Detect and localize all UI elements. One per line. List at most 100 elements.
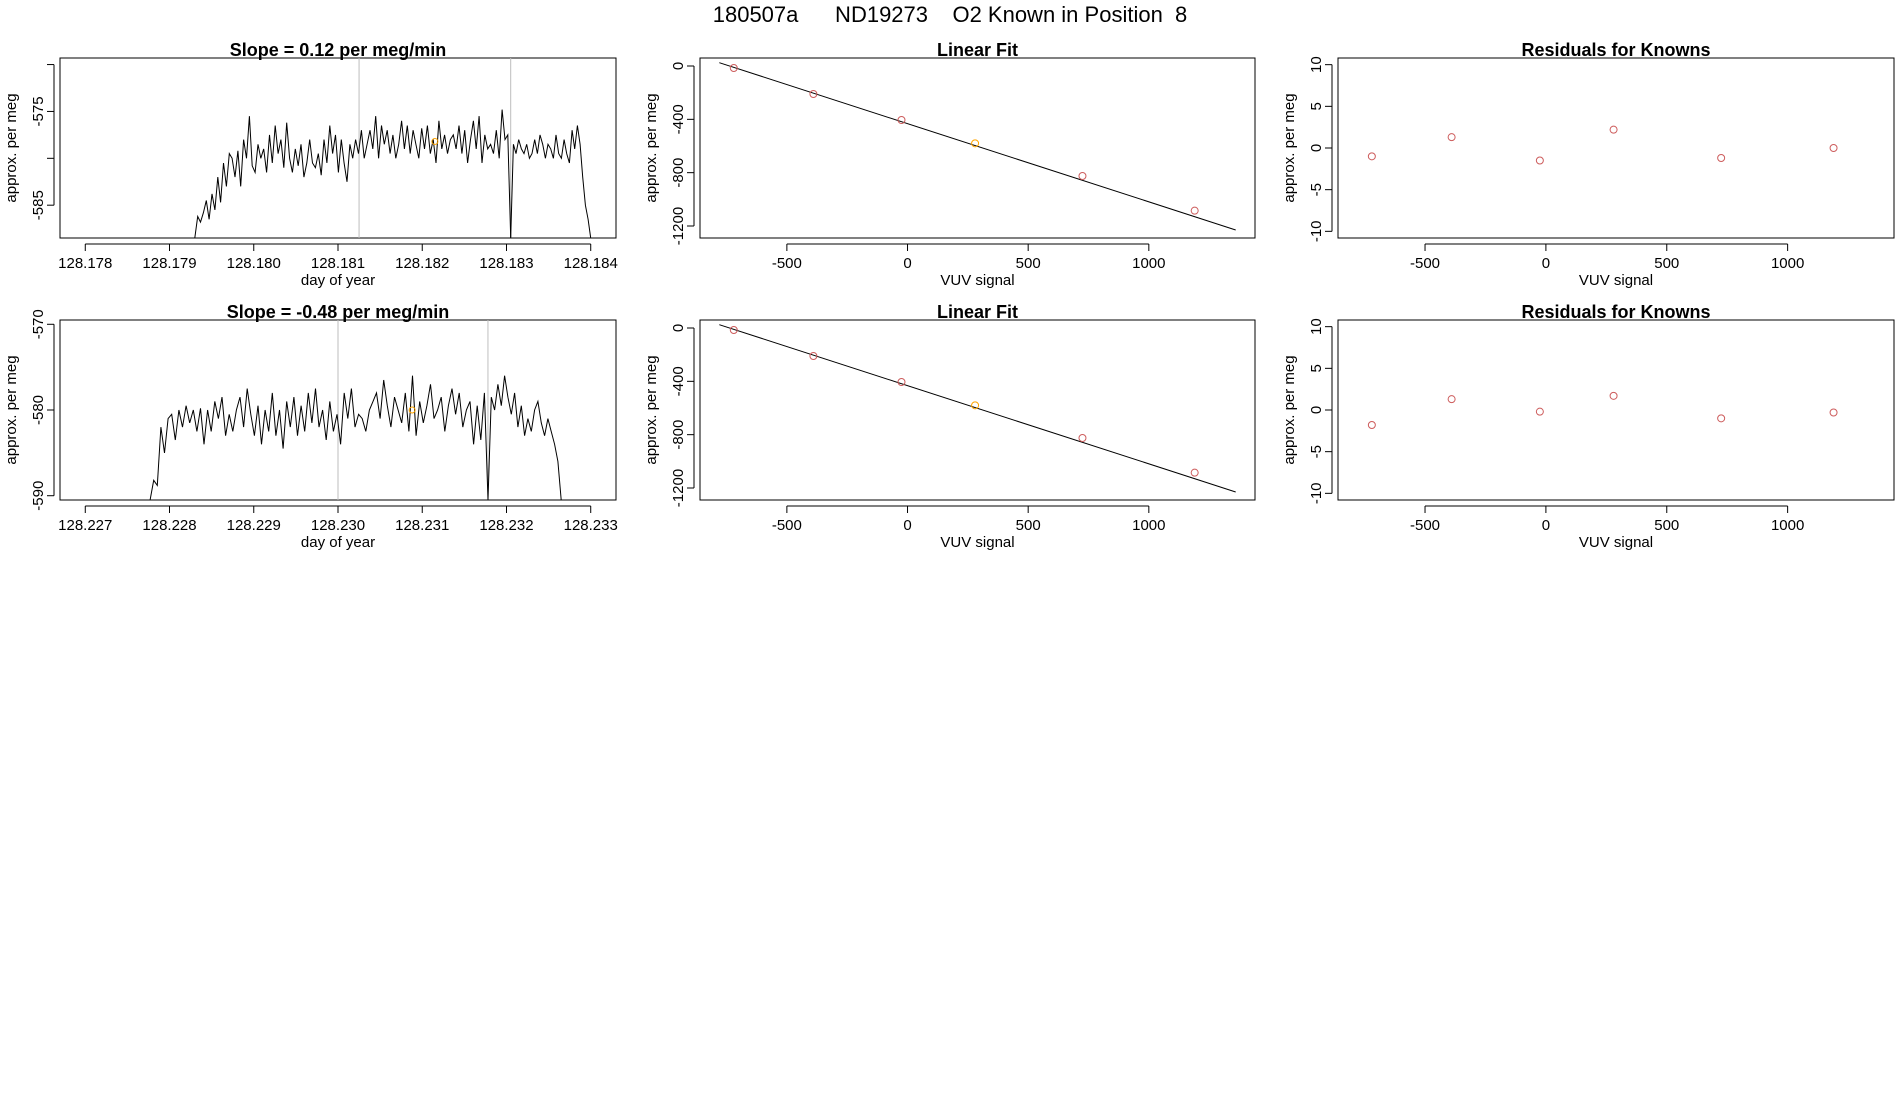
residuals-1-x-tick-label: 1000 (1771, 255, 1804, 272)
linearfit-2-data-point (897, 378, 906, 386)
timeseries-1-series-segment-1 (194, 109, 512, 238)
timeseries-2-series-segment-1 (149, 375, 489, 500)
timeseries-1-x-tick-label: 128.181 (311, 255, 365, 272)
timeseries-1-x-tick-label: 128.179 (142, 255, 196, 272)
residuals-1-y-tick-label: 10 (1308, 56, 1325, 73)
timeseries-1-x-axis-label: day of year (301, 272, 375, 289)
timeseries-2-y-tick-label: -590 (30, 481, 47, 511)
timeseries-2-x-tick-label: 128.231 (395, 517, 449, 534)
timeseries-2-data-layer (149, 320, 562, 500)
timeseries-1-series-segment-2 (510, 125, 592, 238)
linearfit-1-y-tick-label: -400 (670, 104, 687, 134)
timeseries-1-x-tick-label: 128.182 (395, 255, 449, 272)
linearfit-2-data-point (971, 401, 980, 410)
figure-main-title: 180507a ND19273 O2 Known in Position 8 (712, 2, 1188, 27)
residuals-1-data-point (1535, 156, 1544, 165)
linearfit-1-x-tick-label: 500 (1016, 255, 1041, 272)
timeseries-1-x-tick-label: 128.184 (564, 255, 618, 272)
linearfit-1-data-point (1078, 172, 1087, 180)
linearfit-1-title: Linear Fit (937, 40, 1018, 60)
linearfit-1-data-layer (719, 62, 1236, 231)
timeseries-2-y-axis-label: approx. per meg (3, 355, 20, 464)
linearfit-1-data-point (729, 64, 738, 72)
linearfit-2-x-axis-label: VUV signal (940, 534, 1014, 551)
residuals-1-y-tick-label: 0 (1308, 144, 1325, 152)
residuals-1-plot-box (1337, 57, 1895, 239)
timeseries-2-x-tick-label: 128.228 (142, 517, 196, 534)
residuals-1-title: Residuals for Knowns (1521, 40, 1710, 60)
residuals-2-y-tick-label: -10 (1308, 482, 1325, 504)
residuals-2-data-point (1829, 408, 1838, 417)
timeseries-1-data-layer (194, 58, 592, 238)
residuals-1-x-tick-label: -500 (1410, 255, 1440, 272)
linearfit-1-plot-box (699, 57, 1256, 239)
residuals-1-x-tick-label: 0 (1542, 255, 1550, 272)
residuals-2-data-point (1447, 395, 1456, 404)
timeseries-2-y-tick-label: -580 (30, 395, 47, 425)
residuals-2-x-tick-label: 0 (1542, 517, 1550, 534)
residuals-2-y-tick-label: 10 (1308, 318, 1325, 335)
residuals-1-data-layer (1367, 125, 1838, 165)
timeseries-2-panel: Slope = -0.48 per meg/min 128.227 128.228 1… (3, 302, 618, 551)
timeseries-2-highlight-point (408, 406, 416, 414)
linearfit-1-x-tick-label: 0 (903, 255, 911, 272)
residuals-2-x-tick-label: 500 (1654, 517, 1679, 534)
residuals-2-data-point (1535, 407, 1544, 416)
residuals-2-x-axis-label: VUV signal (1579, 534, 1653, 551)
linearfit-2-y-axis-label: approx. per meg (643, 355, 660, 464)
residuals-2-title: Residuals for Knowns (1521, 302, 1710, 322)
timeseries-1-plot-box (59, 57, 617, 239)
residuals-1-data-point (1717, 154, 1726, 162)
residuals-1-panel: Residuals for Knowns -500 0 500 1000 VUV sign… (1281, 40, 1895, 289)
timeseries-1-y-tick-label: -575 (30, 96, 47, 126)
linearfit-1-data-point (971, 139, 980, 148)
linearfit-2-y-tick-label: -800 (670, 420, 687, 450)
linearfit-1-x-tick-label: -500 (772, 255, 802, 272)
timeseries-2-x-tick-label: 128.227 (58, 517, 112, 534)
linearfit-1-x-tick-label: 1000 (1132, 255, 1165, 272)
linearfit-1-data-point (809, 90, 818, 98)
residuals-1-data-point (1609, 125, 1618, 134)
timeseries-2-y-tick-label: -570 (30, 309, 47, 339)
residuals-1-y-tick-label: 5 (1308, 102, 1325, 110)
linearfit-2-y-tick-label: -1200 (670, 469, 687, 507)
timeseries-2-x-tick-label: 128.232 (479, 517, 533, 534)
linearfit-1-data-point (897, 116, 906, 124)
residuals-1-data-point (1829, 144, 1838, 152)
residuals-2-y-tick-label: -5 (1308, 445, 1325, 458)
residuals-2-x-tick-label: -500 (1410, 517, 1440, 534)
timeseries-2-title: Slope = -0.48 per meg/min (227, 302, 450, 322)
linearfit-2-y-tick-label: 0 (670, 324, 687, 332)
residuals-1-y-axis-label: approx. per meg (1281, 93, 1298, 202)
residuals-1-x-axis-label: VUV signal (1579, 272, 1653, 289)
linearfit-2-data-layer (719, 324, 1236, 493)
linearfit-2-data-point (729, 326, 738, 334)
linearfit-1-x-axis-label: VUV signal (940, 272, 1014, 289)
residuals-2-y-axis-label: approx. per meg (1281, 355, 1298, 464)
timeseries-1-x-tick-label: 128.183 (479, 255, 533, 272)
linearfit-2-x-tick-label: 0 (903, 517, 911, 534)
linearfit-2-x-tick-label: 500 (1016, 517, 1041, 534)
timeseries-1-highlight-point (431, 137, 439, 145)
timeseries-2-x-tick-label: 128.233 (564, 517, 618, 534)
residuals-2-data-point (1367, 421, 1376, 429)
linearfit-2-data-point (1078, 434, 1087, 442)
timeseries-1-title: Slope = 0.12 per meg/min (230, 40, 447, 60)
residuals-2-x-tick-label: 1000 (1771, 517, 1804, 534)
residuals-2-plot-box (1337, 319, 1895, 501)
residuals-1-y-tick-label: -10 (1308, 220, 1325, 242)
timeseries-1-panel: Slope = 0.12 per meg/min 128.178 128.179 12… (3, 40, 618, 289)
residuals-1-data-point (1447, 133, 1456, 142)
linearfit-1-y-axis-label: approx. per meg (643, 93, 660, 202)
residuals-1-y-tick-label: -5 (1308, 183, 1325, 196)
residuals-2-data-layer (1367, 391, 1838, 429)
residuals-1-x-tick-label: 500 (1654, 255, 1679, 272)
linearfit-2-x-tick-label: 1000 (1132, 517, 1165, 534)
timeseries-1-x-tick-label: 128.180 (227, 255, 281, 272)
linearfit-1-y-tick-label: -1200 (670, 207, 687, 245)
linearfit-1-panel: Linear Fit -500 0 500 1000 VUV signal 0 -400 -80… (643, 40, 1256, 289)
timeseries-2-x-tick-label: 128.229 (227, 517, 281, 534)
residuals-2-y-tick-label: 0 (1308, 406, 1325, 414)
linearfit-1-y-tick-label: -800 (670, 158, 687, 188)
